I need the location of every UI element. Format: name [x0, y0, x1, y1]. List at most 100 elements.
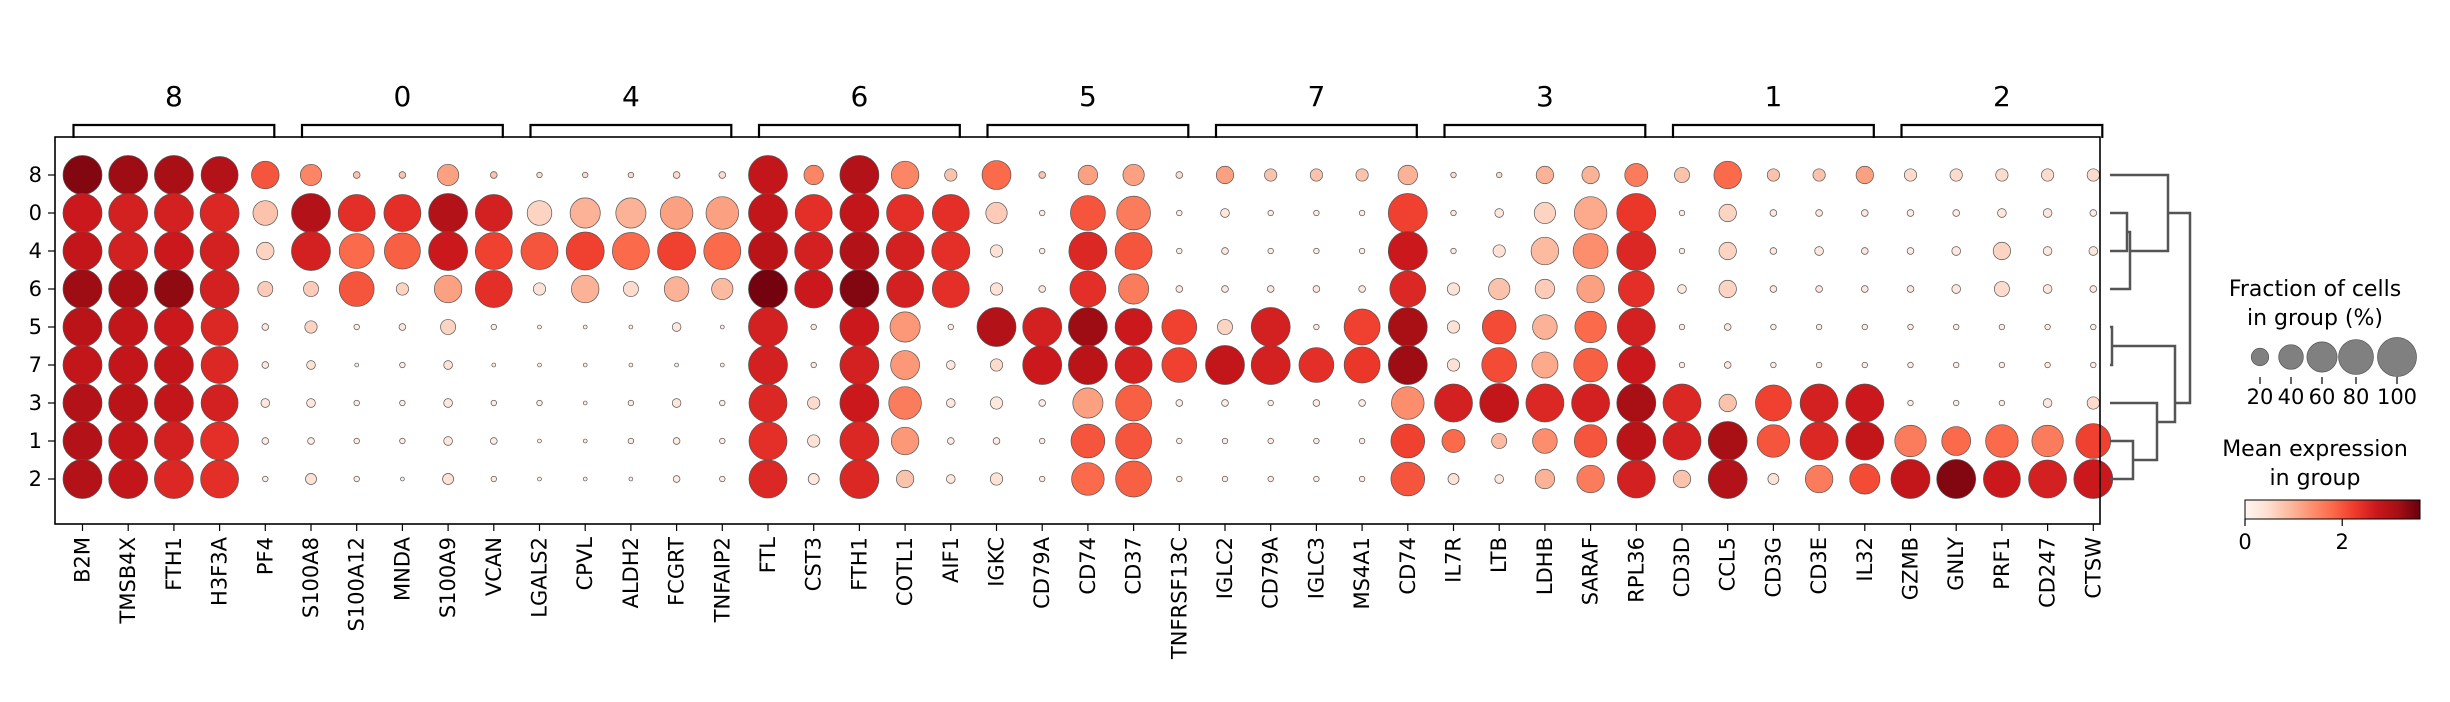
dot [199, 193, 240, 233]
dot [2042, 398, 2053, 408]
dot-grid [62, 155, 2114, 499]
dot [1390, 423, 1426, 459]
dot [1707, 421, 1748, 461]
dot [1494, 208, 1504, 218]
dot [1573, 196, 1608, 230]
dot [1264, 168, 1278, 182]
dot [1769, 209, 1778, 217]
dot [62, 459, 103, 499]
dot [299, 163, 323, 187]
dot [537, 324, 542, 330]
dot [1390, 461, 1426, 497]
dot [1573, 347, 1608, 383]
dot [1707, 459, 1748, 499]
dot [1220, 208, 1230, 218]
dot [1718, 279, 1737, 299]
dot [262, 475, 269, 483]
dot [1815, 285, 1823, 293]
dot [582, 171, 589, 179]
dot [304, 320, 318, 334]
dot [1312, 285, 1321, 293]
dot [200, 156, 239, 194]
dot [1906, 247, 1915, 255]
dot [807, 473, 820, 485]
dot [612, 232, 650, 270]
dot [615, 197, 647, 229]
dot [719, 324, 725, 330]
x-tick-label: IGKC [985, 537, 1009, 587]
dot [1845, 421, 1885, 461]
x-tick-label: CPVL [573, 537, 597, 591]
dot [1678, 361, 1686, 369]
group-bracket [1900, 123, 2104, 138]
dot [1039, 437, 1046, 445]
x-tick-label: IGLC3 [1304, 537, 1328, 599]
dot [443, 360, 453, 370]
dot [1953, 399, 1960, 407]
dot [886, 194, 924, 232]
dot [428, 193, 468, 233]
dendrogram-link [2112, 344, 2177, 424]
dot [1903, 168, 1918, 182]
dot [1662, 421, 1702, 461]
dot [1953, 323, 1960, 331]
dot [671, 322, 682, 332]
dot [1769, 247, 1778, 255]
dot [1861, 247, 1869, 255]
dot [719, 475, 726, 483]
dot [62, 421, 103, 461]
x-tick-label: IGLC2 [1213, 537, 1237, 599]
dot [1936, 459, 1977, 499]
dot [1983, 460, 2021, 498]
dot [108, 193, 149, 233]
dot [1662, 383, 1702, 423]
dot [1894, 424, 1927, 458]
dot [307, 437, 315, 445]
dot [1343, 346, 1381, 384]
dot [337, 194, 376, 232]
dot [1755, 384, 1792, 422]
dot [154, 269, 194, 309]
dot [1267, 437, 1274, 445]
dot [1492, 244, 1506, 258]
dot [1718, 203, 1737, 223]
dot [440, 319, 457, 335]
dot [398, 323, 407, 331]
dot [885, 231, 925, 271]
dot [1343, 308, 1381, 346]
dot [1175, 399, 1184, 407]
dot [1070, 423, 1106, 459]
group-label: 3 [1536, 80, 1554, 113]
size-legend-title-line2: in group (%) [2247, 306, 2383, 331]
dot [1998, 323, 2006, 331]
group-label: 6 [850, 80, 868, 113]
dot [976, 307, 1017, 347]
dot [2028, 459, 2067, 499]
dot [1446, 282, 1461, 296]
dot [889, 311, 921, 343]
dot [443, 398, 453, 408]
dot [2031, 424, 2064, 458]
dot [989, 358, 1004, 372]
x-tick-label: LDHB [1533, 537, 1557, 595]
x-tick-label: CTSW [2081, 537, 2105, 599]
dot [1313, 475, 1320, 483]
dot [719, 399, 726, 407]
dot [2073, 459, 2114, 499]
dot [1525, 383, 1565, 423]
dot [663, 276, 690, 302]
y-tick-label: 8 [29, 163, 42, 187]
x-tick-label: GNLY [1944, 537, 1968, 591]
dot [890, 350, 920, 380]
dot [582, 324, 588, 330]
dot [1038, 285, 1046, 293]
dot [1815, 361, 1823, 369]
dot [2090, 323, 2097, 331]
color-legend-title-line1: Mean expression [2222, 437, 2408, 462]
dot [536, 171, 543, 179]
colorbar-tick-label: 0 [2238, 530, 2251, 554]
dot [1070, 195, 1106, 231]
dot [1175, 171, 1184, 179]
x-tick-label: H3F3A [208, 536, 232, 606]
